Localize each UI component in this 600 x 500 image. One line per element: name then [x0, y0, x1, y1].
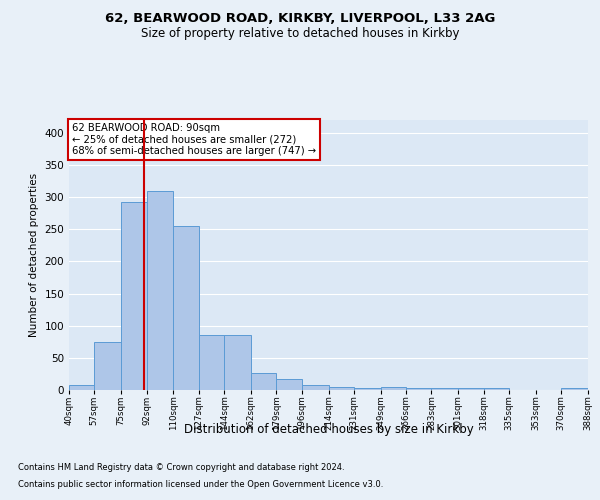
- Bar: [302, 385, 329, 390]
- Bar: [329, 388, 354, 390]
- Bar: [380, 388, 406, 390]
- Text: 62, BEARWOOD ROAD, KIRKBY, LIVERPOOL, L33 2AG: 62, BEARWOOD ROAD, KIRKBY, LIVERPOOL, L3…: [105, 12, 495, 26]
- Text: Contains public sector information licensed under the Open Government Licence v3: Contains public sector information licen…: [18, 480, 383, 489]
- Text: Distribution of detached houses by size in Kirkby: Distribution of detached houses by size …: [184, 422, 473, 436]
- Text: Size of property relative to detached houses in Kirkby: Size of property relative to detached ho…: [141, 28, 459, 40]
- Text: 62 BEARWOOD ROAD: 90sqm
← 25% of detached houses are smaller (272)
68% of semi-d: 62 BEARWOOD ROAD: 90sqm ← 25% of detache…: [72, 122, 316, 156]
- Bar: [146, 190, 173, 390]
- Bar: [561, 388, 588, 390]
- Bar: [277, 379, 302, 390]
- Bar: [121, 202, 146, 390]
- Text: Contains HM Land Registry data © Crown copyright and database right 2024.: Contains HM Land Registry data © Crown c…: [18, 464, 344, 472]
- Bar: [431, 388, 458, 390]
- Bar: [484, 388, 509, 390]
- Bar: [406, 388, 431, 390]
- Bar: [458, 388, 484, 390]
- Bar: [94, 342, 121, 390]
- Bar: [173, 226, 199, 390]
- Bar: [224, 336, 251, 390]
- Bar: [69, 385, 94, 390]
- Y-axis label: Number of detached properties: Number of detached properties: [29, 173, 39, 337]
- Bar: [251, 372, 277, 390]
- Bar: [354, 388, 380, 390]
- Bar: [199, 336, 224, 390]
